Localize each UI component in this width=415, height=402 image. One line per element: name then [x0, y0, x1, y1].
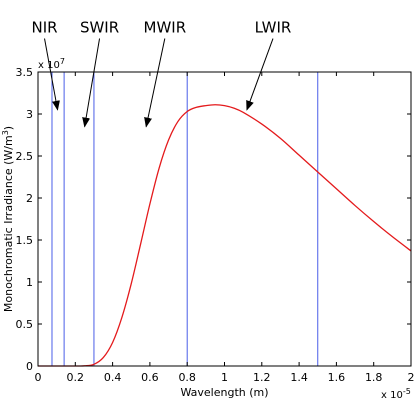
- band-arrow: [144, 38, 166, 128]
- band-annotations: NIR SWIR MWIR LWIR: [31, 19, 292, 128]
- band-label: NIR: [31, 19, 57, 37]
- y-axis-label-main: Monochromatic Irradiance (W/m: [2, 135, 15, 312]
- y-axis-label-superscript: 3: [1, 130, 10, 135]
- y-tick-label: 3.5: [16, 66, 34, 79]
- y-axis-label-tail: ): [2, 126, 15, 130]
- x-axis-label: Wavelength (m): [180, 386, 268, 399]
- y-tick-label: 3: [26, 108, 33, 121]
- x-tick-label: 2: [408, 371, 415, 384]
- y-tick-label: 0.5: [16, 318, 34, 331]
- x-tick-label: 1.4: [290, 371, 308, 384]
- x-tick-label: 1: [221, 371, 228, 384]
- y-tick-label: 1.5: [16, 234, 34, 247]
- y-axis-multiplier-exponent: 7: [60, 57, 65, 66]
- band-label: MWIR: [144, 19, 187, 37]
- y-axis-label: Monochromatic Irradiance (W/m3): [1, 126, 15, 312]
- x-tick-label: 1.6: [328, 371, 346, 384]
- band-label: LWIR: [255, 19, 292, 37]
- x-tick-label: 0.2: [67, 371, 85, 384]
- y-axis-ticks: 0 0.5 1 1.5 2 2.5 3 3.5: [16, 66, 411, 373]
- y-axis-multiplier: x 107: [38, 57, 65, 71]
- band-label: SWIR: [80, 19, 119, 37]
- band-boundary-lines: [51, 72, 319, 366]
- y-tick-label: 2.5: [16, 150, 34, 163]
- x-axis-ticks: 0 0.2 0.4 0.6 0.8 1 1.2 1.4 1.6 1.8 2: [35, 72, 415, 384]
- y-tick-label: 1: [26, 276, 33, 289]
- x-axis-multiplier: x 10-5: [381, 387, 411, 401]
- x-axis-multiplier-exponent: -5: [403, 387, 411, 396]
- series-layer: [37, 104, 412, 367]
- y-tick-label: 2: [26, 192, 33, 205]
- x-tick-label: 1.8: [365, 371, 383, 384]
- x-axis-multiplier-base: x 10: [381, 390, 403, 401]
- x-tick-label: 1.2: [253, 371, 271, 384]
- band-arrow: [82, 38, 101, 128]
- x-tick-label: 0.8: [178, 371, 196, 384]
- x-tick-label: 0.6: [141, 371, 159, 384]
- x-tick-label: 0: [35, 371, 42, 384]
- irradiance-curve: [37, 104, 412, 367]
- band-arrow: [44, 38, 60, 111]
- y-axis-multiplier-base: x 10: [38, 60, 60, 71]
- band-arrow: [246, 38, 274, 111]
- x-tick-label: 0.4: [104, 371, 122, 384]
- y-tick-label: 0: [26, 360, 33, 373]
